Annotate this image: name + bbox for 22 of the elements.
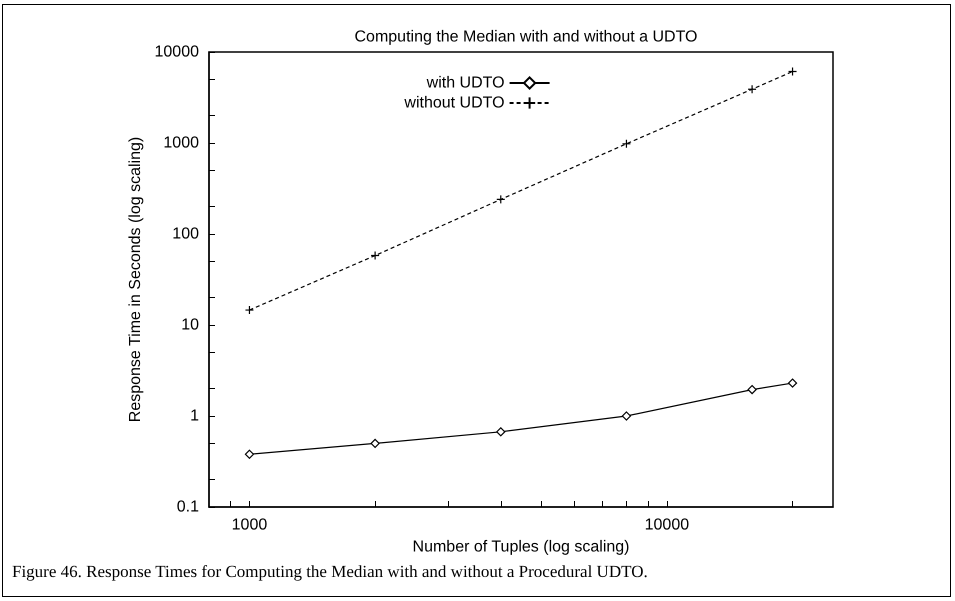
y-axis-title: Response Time in Seconds (log scaling) bbox=[127, 136, 144, 422]
y-tick-label: 1 bbox=[190, 408, 200, 424]
point bbox=[244, 450, 254, 459]
y-tick-label: 0.1 bbox=[176, 498, 200, 516]
point bbox=[747, 385, 757, 394]
point bbox=[622, 139, 632, 148]
point bbox=[370, 250, 380, 260]
point bbox=[747, 84, 757, 94]
point bbox=[496, 194, 506, 204]
y-tick-label: 10 bbox=[181, 316, 200, 334]
point bbox=[244, 305, 254, 315]
y-tick-label: 10000 bbox=[154, 44, 200, 60]
legend-label: without UDTO bbox=[403, 94, 505, 112]
x-axis-title: Number of Tuples (log scaling) bbox=[412, 538, 630, 556]
point bbox=[622, 411, 632, 421]
chart-title: Computing the Median with and without a UDTO bbox=[354, 28, 698, 46]
legend-label: with UDTO bbox=[426, 74, 505, 92]
point bbox=[496, 427, 506, 436]
y-tick-label: 1000 bbox=[163, 134, 200, 152]
point bbox=[370, 438, 380, 448]
caption: Figure 46. Response Times for Computing the Median with and without a Procedural UDTO. bbox=[12, 562, 649, 582]
y-tick-label: 100 bbox=[172, 226, 200, 242]
